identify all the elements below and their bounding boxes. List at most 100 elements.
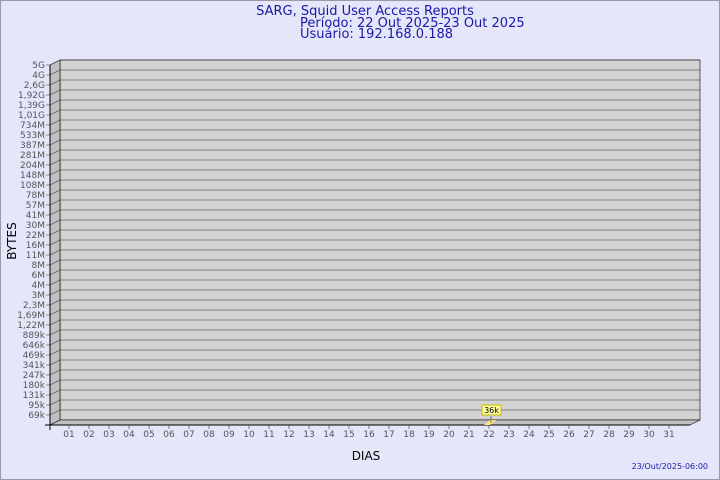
gridline	[46, 69, 700, 76]
x-tick-label: 23	[503, 430, 514, 440]
x-tick-label: 08	[203, 430, 215, 440]
gridline	[46, 99, 700, 106]
y-tick-label: 469k	[23, 351, 46, 361]
y-tick-label: 22M	[26, 231, 45, 241]
gridline	[46, 209, 700, 216]
gridline	[46, 289, 700, 296]
gridline	[46, 229, 700, 236]
x-tick-label: 20	[443, 430, 455, 440]
y-axis-label: BYTES	[5, 222, 19, 259]
chart-subtitle-period: Período: 22 Out 2025-23 Out 2025	[300, 16, 525, 31]
x-tick-label: 24	[523, 430, 535, 440]
gridline	[46, 149, 700, 156]
data-label: 36k	[484, 406, 499, 415]
y-tick-label: 180k	[23, 381, 46, 391]
gridline	[46, 239, 700, 246]
gridline	[46, 279, 700, 286]
y-tick-label: 69k	[28, 411, 45, 421]
x-tick-label: 22	[483, 430, 494, 440]
x-tick-label: 17	[383, 430, 394, 440]
x-tick-label: 07	[183, 430, 194, 440]
gridline	[46, 109, 700, 116]
gridline	[46, 139, 700, 146]
plot-floor	[49, 419, 701, 426]
x-tick-label: 28	[603, 430, 615, 440]
x-tick-label: 11	[263, 430, 274, 440]
gridline	[46, 309, 700, 316]
gridline	[46, 359, 700, 366]
x-tick-label: 30	[643, 430, 655, 440]
timestamp: 23/Out/2025-06:00	[632, 462, 708, 471]
y-tick-label: 1,92G	[18, 91, 45, 101]
gridline	[46, 179, 700, 186]
x-tick-label: 21	[463, 430, 474, 440]
y-tick-label: 30M	[26, 221, 45, 231]
gridline	[46, 349, 700, 356]
x-tick-label: 14	[323, 430, 335, 440]
y-tick-label: 148M	[20, 171, 45, 181]
y-tick-label: 108M	[20, 181, 45, 191]
y-tick-label: 1,01G	[18, 111, 45, 121]
data-label-box	[481, 404, 502, 416]
y-tick-label: 1,39G	[18, 101, 45, 111]
x-tick-label: 10	[243, 430, 255, 440]
gridline	[46, 399, 700, 406]
x-tick-label: 05	[143, 430, 154, 440]
y-tick-label: 341k	[23, 361, 46, 371]
y-tick-label: 734M	[20, 121, 45, 131]
x-tick-label: 31	[663, 430, 674, 440]
gridline	[46, 219, 700, 226]
gridline	[46, 319, 700, 326]
gridline	[46, 79, 700, 86]
bar	[484, 420, 496, 425]
y-tick-label: 78M	[26, 191, 45, 201]
x-tick-label: 03	[103, 430, 114, 440]
y-tick-label: 8M	[32, 261, 46, 271]
y-tick-label: 41M	[26, 211, 45, 221]
y-tick-label: 204M	[20, 161, 45, 171]
y-tick-label: 16M	[26, 241, 45, 251]
chart-title: SARG, Squid User Access Reports	[256, 4, 474, 19]
y-tick-label: 533M	[20, 131, 45, 141]
gridline	[46, 199, 700, 206]
gridline	[46, 299, 700, 306]
gridline	[46, 169, 700, 176]
x-tick-label: 09	[223, 430, 235, 440]
y-tick-label: 95k	[28, 401, 45, 411]
gridline	[46, 389, 700, 396]
x-tick-label: 04	[123, 430, 135, 440]
x-tick-label: 26	[563, 430, 575, 440]
y-tick-label: 131k	[23, 391, 46, 401]
gridline	[46, 329, 700, 336]
gridline	[46, 159, 700, 166]
x-tick-label: 06	[163, 430, 175, 440]
gridline	[46, 89, 700, 96]
x-tick-label: 16	[363, 430, 375, 440]
x-tick-label: 12	[283, 430, 294, 440]
gridline	[46, 259, 700, 266]
y-tick-label: 2,3M	[23, 301, 45, 311]
gridline	[46, 339, 700, 346]
y-tick-label: 5G	[32, 61, 45, 71]
gridline	[46, 119, 700, 126]
y-tick-label: 3M	[32, 291, 46, 301]
y-tick-label: 57M	[26, 201, 45, 211]
y-tick-label: 247k	[23, 371, 46, 381]
gridline	[46, 249, 700, 256]
y-tick-label: 646k	[23, 341, 46, 351]
x-tick-label: 27	[583, 430, 594, 440]
y-tick-label: 6M	[32, 271, 46, 281]
x-tick-label: 19	[423, 430, 435, 440]
y-tick-label: 1,69M	[17, 311, 45, 321]
x-tick-label: 18	[403, 430, 415, 440]
x-tick-label: 01	[63, 430, 74, 440]
y-tick-label: 387M	[20, 141, 45, 151]
y-tick-label: 1,22M	[17, 321, 45, 331]
y-tick-label: 281M	[20, 151, 45, 161]
x-tick-label: 25	[543, 430, 554, 440]
gridline	[46, 59, 700, 66]
gridline	[46, 129, 700, 136]
y-tick-label: 2,6G	[24, 81, 45, 91]
x-tick-label: 13	[303, 430, 314, 440]
